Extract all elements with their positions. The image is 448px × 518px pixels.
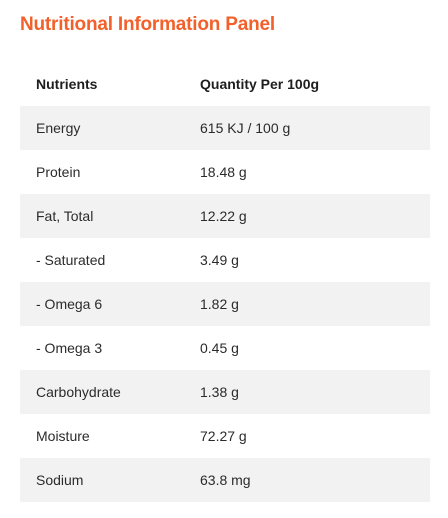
page-title: Nutritional Information Panel xyxy=(20,14,275,35)
nutrient-quantity: 1.38 g xyxy=(200,384,239,400)
nutrient-quantity: 63.8 mg xyxy=(200,472,251,488)
nutrient-name: - Omega 6 xyxy=(36,296,103,312)
table-row: Protein 18.48 g xyxy=(20,150,430,194)
table-row: Energy 615 KJ / 100 g xyxy=(20,106,430,150)
table-row: Moisture 72.27 g xyxy=(20,414,430,458)
header-quantity: Quantity Per 100g xyxy=(200,76,320,92)
table-row: - Omega 6 1.82 g xyxy=(20,282,430,326)
nutrient-quantity: 72.27 g xyxy=(200,428,247,444)
table-header-row: Nutrients Quantity Per 100g xyxy=(20,62,430,106)
nutrient-name: - Omega 3 xyxy=(36,340,103,356)
table-row: Sodium 63.8 mg xyxy=(20,458,430,502)
nutrient-quantity: 3.49 g xyxy=(200,252,239,268)
nutrient-name: Protein xyxy=(36,164,81,180)
nutrient-name: - Saturated xyxy=(36,252,106,268)
header-nutrients: Nutrients xyxy=(36,76,98,92)
table-row: - Saturated 3.49 g xyxy=(20,238,430,282)
nutrient-quantity: 0.45 g xyxy=(200,340,239,356)
nutrient-name: Moisture xyxy=(36,428,90,444)
nutrient-quantity: 12.22 g xyxy=(200,208,247,224)
nutrition-table: Nutrients Quantity Per 100g Energy 615 K… xyxy=(20,62,430,502)
nutrient-name: Carbohydrate xyxy=(36,384,121,400)
nutrient-quantity: 615 KJ / 100 g xyxy=(200,120,291,136)
table-row: - Omega 3 0.45 g xyxy=(20,326,430,370)
nutrient-name: Energy xyxy=(36,120,81,136)
nutrient-name: Sodium xyxy=(36,472,84,488)
nutrient-quantity: 1.82 g xyxy=(200,296,239,312)
table-row: Fat, Total 12.22 g xyxy=(20,194,430,238)
nutrient-name: Fat, Total xyxy=(36,208,94,224)
table-row: Carbohydrate 1.38 g xyxy=(20,370,430,414)
nutrient-quantity: 18.48 g xyxy=(200,164,247,180)
